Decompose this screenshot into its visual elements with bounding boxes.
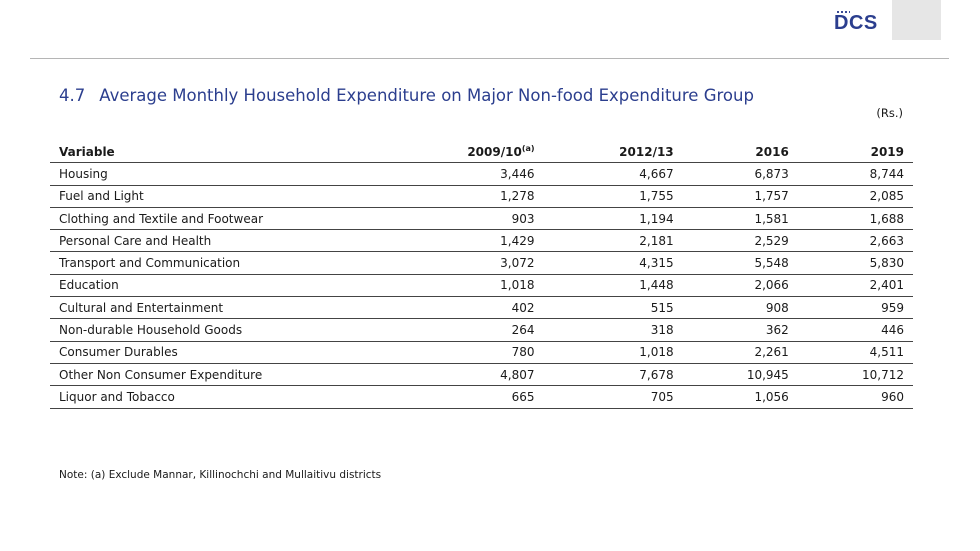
expenditure-table: Variable 2009/10(a) 2012/13 2016 2019 Ho… (50, 141, 913, 409)
title-text: Average Monthly Household Expenditure on… (99, 86, 754, 105)
row-value: 402 (380, 296, 544, 320)
table-row: Clothing and Textile and Footwear 903 1,19… (50, 207, 913, 231)
row-value: 264 (380, 318, 544, 342)
row-value: 960 (797, 385, 913, 409)
row-label: Transport and Communication (50, 251, 380, 275)
table-row: Personal Care and Health 1,429 2,181 2,529 2… (50, 229, 913, 253)
table-row: Consumer Durables 780 1,018 2,261 4,511 (50, 341, 913, 364)
table-row: Housing 3,446 4,667 6,873 8,744 (50, 162, 913, 186)
row-value: 780 (380, 341, 544, 364)
row-value: 665 (380, 385, 544, 409)
table-row: Education 1,018 1,448 2,066 2,401 (50, 274, 913, 298)
row-value: 908 (682, 296, 798, 320)
header-2019: 2019 (797, 141, 913, 164)
dcs-logo: DCS (834, 12, 878, 34)
row-value: 1,448 (543, 274, 683, 298)
row-value: 1,429 (380, 229, 544, 253)
row-label: Education (50, 274, 380, 298)
row-value: 1,278 (380, 185, 544, 208)
row-value: 6,873 (682, 162, 798, 186)
row-label: Clothing and Textile and Footwear (50, 207, 380, 231)
row-value: 7,678 (543, 363, 683, 387)
row-value: 1,018 (543, 341, 683, 364)
header-2009-label: 2009/10 (467, 144, 522, 159)
row-value: 4,667 (543, 162, 683, 186)
row-value: 4,511 (797, 341, 913, 364)
row-value: 8,744 (797, 162, 913, 186)
row-label: Housing (50, 162, 380, 186)
row-value: 2,401 (797, 274, 913, 298)
row-value: 2,085 (797, 185, 913, 208)
row-value: 1,018 (380, 274, 544, 298)
row-value: 2,529 (682, 229, 798, 253)
footnote: Note: (a) Exclude Mannar, Killinochchi a… (59, 469, 382, 481)
row-value: 705 (543, 385, 683, 409)
row-label: Cultural and Entertainment (50, 296, 380, 320)
row-label: Personal Care and Health (50, 229, 380, 253)
table-row: Cultural and Entertainment 402 515 908 959 (50, 296, 913, 320)
row-value: 4,807 (380, 363, 544, 387)
row-label: Non-durable Household Goods (50, 318, 380, 342)
row-value: 446 (797, 318, 913, 342)
table-row: Non-durable Household Goods 264 318 362 446 (50, 318, 913, 342)
unit-label: (Rs.) (876, 106, 903, 120)
row-value: 5,830 (797, 251, 913, 275)
corner-box (892, 0, 941, 40)
header-2009: 2009/10(a) (380, 141, 544, 164)
row-value: 2,663 (797, 229, 913, 253)
row-value: 10,945 (682, 363, 798, 387)
row-label: Consumer Durables (50, 341, 380, 364)
row-value: 1,757 (682, 185, 798, 208)
header-variable: Variable (50, 141, 380, 164)
title-number: 4.7 (59, 86, 86, 105)
header-footnote-mark: (a) (521, 143, 535, 153)
row-label: Liquor and Tobacco (50, 385, 380, 409)
row-value: 1,056 (682, 385, 798, 409)
row-value: 515 (543, 296, 683, 320)
row-label: Fuel and Light (50, 185, 380, 208)
table-row: Liquor and Tobacco 665 705 1,056 960 (50, 385, 913, 409)
row-value: 362 (682, 318, 798, 342)
header-divider (30, 58, 949, 59)
row-value: 318 (543, 318, 683, 342)
row-value: 1,581 (682, 207, 798, 231)
row-value: 4,315 (543, 251, 683, 275)
row-value: 3,072 (380, 251, 544, 275)
row-value: 5,548 (682, 251, 798, 275)
row-value: 3,446 (380, 162, 544, 186)
row-value: 903 (380, 207, 544, 231)
table-row: Other Non Consumer Expenditure 4,807 7,678… (50, 363, 913, 387)
row-value: 2,066 (682, 274, 798, 298)
row-value: 2,261 (682, 341, 798, 364)
table-row: Transport and Communication 3,072 4,315 5,5… (50, 251, 913, 275)
row-value: 1,755 (543, 185, 683, 208)
row-value: 1,688 (797, 207, 913, 231)
row-label: Other Non Consumer Expenditure (50, 363, 380, 387)
header-2016: 2016 (682, 141, 798, 164)
row-value: 959 (797, 296, 913, 320)
table-row: Fuel and Light 1,278 1,755 1,757 2,085 (50, 185, 913, 208)
row-value: 10,712 (797, 363, 913, 387)
page-title: 4.7 Average Monthly Household Expenditure… (59, 86, 754, 105)
row-value: 1,194 (543, 207, 683, 231)
header-2012: 2012/13 (543, 141, 683, 164)
row-value: 2,181 (543, 229, 683, 253)
table-header-row: Variable 2009/10(a) 2012/13 2016 2019 (50, 141, 913, 164)
logo-dots (836, 10, 850, 14)
